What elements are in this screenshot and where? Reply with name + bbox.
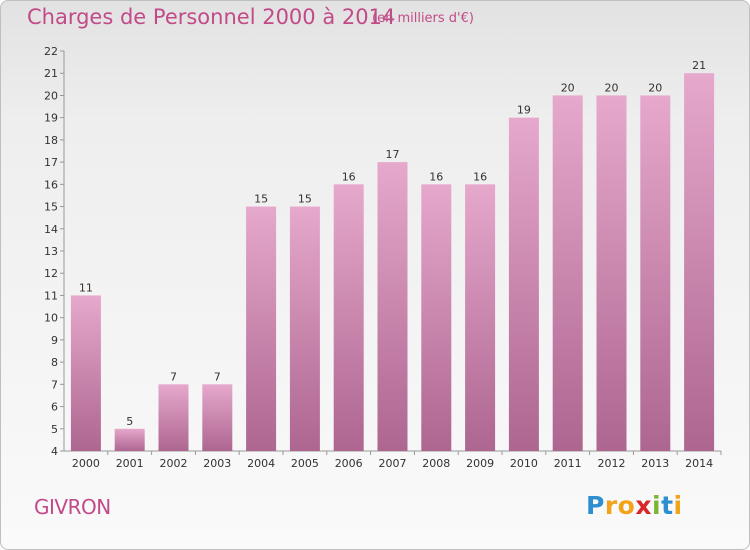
bar xyxy=(421,184,452,452)
y-tick-label: 12 xyxy=(44,267,58,280)
x-tick-label: 2004 xyxy=(247,457,275,470)
y-tick-label: 8 xyxy=(51,356,58,369)
logo-letter: i xyxy=(673,491,683,520)
axes: 4 5 6 7 8 9 10 11 12 13 14 15 16 17 18 19 20 21 22 2000 2001… xyxy=(44,45,722,470)
bar xyxy=(246,206,277,451)
bar xyxy=(289,206,320,451)
chart-subtitle: (en milliers d'€) xyxy=(372,11,474,26)
logo-letter: i xyxy=(652,491,662,520)
logo-letter: t xyxy=(661,491,674,520)
value-label: 20 xyxy=(561,81,575,94)
bar xyxy=(640,95,671,451)
value-label: 16 xyxy=(342,170,356,183)
bar xyxy=(465,184,496,452)
x-tick-label: 2011 xyxy=(554,457,582,470)
logo-letter: r xyxy=(604,491,618,520)
bar xyxy=(684,73,715,451)
y-tick-label: 9 xyxy=(51,334,58,347)
bar xyxy=(377,162,408,451)
bar xyxy=(70,295,101,451)
value-label: 20 xyxy=(605,81,619,94)
value-label: 15 xyxy=(298,193,312,206)
y-tick-label: 22 xyxy=(44,45,58,58)
x-tick-label: 2006 xyxy=(335,457,363,470)
bar xyxy=(552,95,583,451)
x-tick-label: 2013 xyxy=(641,457,669,470)
x-tick-label: 2014 xyxy=(685,457,713,470)
x-tick-label: 2000 xyxy=(72,457,100,470)
bar xyxy=(333,184,364,452)
y-tick-label: 19 xyxy=(44,112,58,125)
value-label: 21 xyxy=(692,59,706,72)
x-tick-label: 2002 xyxy=(160,457,188,470)
commune-name: GIVRON xyxy=(34,495,111,519)
bar xyxy=(508,117,539,452)
y-tick-label: 20 xyxy=(44,89,58,102)
logo-letter: P xyxy=(586,491,605,520)
y-tick-label: 6 xyxy=(51,401,58,414)
x-tick-label: 2012 xyxy=(598,457,626,470)
x-tick-label: 2009 xyxy=(466,457,494,470)
value-label: 15 xyxy=(254,193,268,206)
value-label: 7 xyxy=(170,370,177,383)
logo-letter: x xyxy=(635,491,652,520)
y-tick-label: 11 xyxy=(44,289,58,302)
y-tick-label: 10 xyxy=(44,312,58,325)
logo-letter: o xyxy=(617,491,636,520)
value-label: 5 xyxy=(126,415,133,428)
proxiti-logo: Proxiti xyxy=(586,491,683,520)
bar xyxy=(114,428,145,451)
x-tick-label: 2001 xyxy=(116,457,144,470)
y-tick-label: 7 xyxy=(51,378,58,391)
y-tick-label: 14 xyxy=(44,223,58,236)
value-label: 16 xyxy=(473,170,487,183)
x-tick-label: 2010 xyxy=(510,457,538,470)
y-tick-label: 16 xyxy=(44,178,58,191)
value-label: 20 xyxy=(648,81,662,94)
y-tick-label: 21 xyxy=(44,67,58,80)
value-label: 7 xyxy=(214,370,221,383)
x-tick-label: 2003 xyxy=(203,457,231,470)
y-tick-label: 17 xyxy=(44,156,58,169)
x-tick-label: 2005 xyxy=(291,457,319,470)
value-label: 16 xyxy=(429,170,443,183)
x-tick-label: 2007 xyxy=(379,457,407,470)
y-tick-label: 13 xyxy=(44,245,58,258)
y-tick-label: 5 xyxy=(51,423,58,436)
y-tick-label: 18 xyxy=(44,134,58,147)
bar xyxy=(596,95,627,451)
bar xyxy=(158,384,189,451)
value-label: 19 xyxy=(517,104,531,117)
bars xyxy=(70,73,715,452)
x-tick-label: 2008 xyxy=(422,457,450,470)
bar xyxy=(202,384,233,451)
value-label: 11 xyxy=(79,281,93,294)
chart-title: Charges de Personnel 2000 à 2014 xyxy=(27,5,396,29)
value-label: 17 xyxy=(386,148,400,161)
y-tick-label: 4 xyxy=(51,445,58,458)
y-tick-label: 15 xyxy=(44,201,58,214)
value-labels: 11 5 7 7 15 15 16 17 16 16 19 20 20 20 21 xyxy=(79,59,706,428)
